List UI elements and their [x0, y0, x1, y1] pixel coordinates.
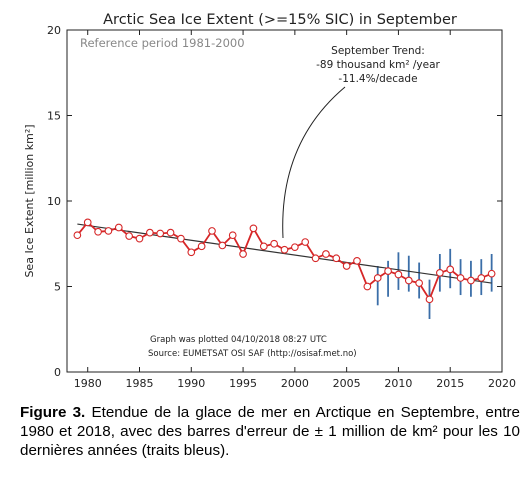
caption-text: Etendue de la glace de mer en Arctique e…	[20, 404, 520, 459]
trend-annotation-line2: -89 thousand km² /year	[316, 59, 440, 71]
data-point	[73, 231, 82, 240]
data-point	[239, 250, 247, 258]
y-axis-label: Sea Ice Extent [million km²]	[23, 124, 36, 277]
data-point	[166, 228, 175, 237]
data-point	[146, 228, 154, 237]
x-tick-label: 2000	[281, 377, 309, 390]
data-point	[218, 241, 227, 250]
data-point	[291, 243, 299, 252]
x-tick-label: 2020	[488, 377, 516, 390]
data-point	[363, 282, 372, 291]
data-point	[446, 265, 455, 274]
data-point	[228, 231, 237, 240]
y-tick-label: 5	[54, 281, 61, 294]
data-point	[394, 270, 403, 279]
x-tick-label: 2015	[436, 377, 464, 390]
data-point	[353, 257, 361, 265]
x-tick-label: 1995	[229, 377, 257, 390]
data-point	[83, 218, 92, 227]
data-point	[436, 268, 444, 277]
data-point	[332, 254, 341, 263]
reference-period-note: Reference period 1981-2000	[80, 36, 245, 50]
data-point	[135, 234, 144, 243]
data-point	[156, 229, 165, 238]
y-tick-label: 15	[47, 110, 61, 123]
x-tick-label: 1985	[126, 377, 154, 390]
data-point	[94, 227, 102, 236]
data-point	[467, 276, 475, 285]
data-point	[487, 269, 496, 278]
data-point	[342, 262, 351, 270]
data-point	[311, 254, 320, 263]
x-tick-label: 2010	[384, 377, 412, 390]
data-point	[384, 267, 392, 275]
data-point	[477, 274, 486, 282]
data-point	[114, 223, 123, 232]
sea-ice-chart: Arctic Sea Ice Extent (>=15% SIC) in Sep…	[23, 12, 516, 390]
data-point	[301, 238, 310, 246]
data-point	[125, 232, 133, 240]
data-point	[187, 248, 196, 257]
data-point	[456, 274, 465, 282]
figure-caption: Figure 3. Etendue de la glace de mer en …	[20, 403, 520, 460]
data-point	[415, 279, 423, 287]
data-point	[280, 245, 289, 254]
trend-annotation-line3: -11.4%/decade	[338, 73, 417, 85]
credit-source: Source: EUMETSAT OSI SAF (http://osisaf.…	[148, 349, 357, 359]
y-tick-label: 10	[47, 195, 61, 208]
data-point	[270, 239, 278, 248]
chart-title: Arctic Sea Ice Extent (>=15% SIC) in Sep…	[103, 12, 457, 28]
trend-annotation: September Trend: -89 thousand km² /year …	[282, 45, 441, 239]
data-point	[208, 227, 216, 235]
data-point	[177, 234, 185, 243]
data-point	[197, 242, 206, 251]
x-tick-label: 2005	[333, 377, 361, 390]
caption-label: Figure 3.	[20, 404, 86, 421]
y-tick-label: 20	[47, 24, 61, 37]
y-tick-label: 0	[54, 366, 61, 379]
trend-annotation-arrow	[282, 86, 346, 239]
data-point	[425, 295, 434, 304]
data-point	[104, 227, 113, 235]
credit-plotted: Graph was plotted 04/10/2018 08:27 UTC	[150, 335, 327, 345]
data-point	[322, 250, 330, 258]
x-tick-label: 1990	[177, 377, 205, 390]
data-point	[249, 224, 258, 233]
trend-annotation-line1: September Trend:	[331, 45, 425, 57]
data-point	[259, 242, 268, 251]
chart-marks: 1980 1985 1990 1995 2000 2005 2010 2015 20200510…	[47, 24, 516, 390]
x-tick-label: 1980	[74, 377, 102, 390]
data-point	[404, 276, 413, 285]
data-point	[373, 274, 382, 282]
